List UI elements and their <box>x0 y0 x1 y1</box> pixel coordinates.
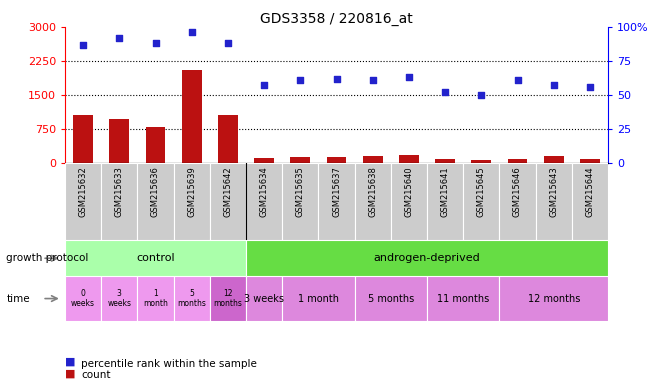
Bar <box>210 163 246 240</box>
Text: control: control <box>136 253 175 263</box>
Bar <box>246 276 282 321</box>
Text: 1 month: 1 month <box>298 293 339 304</box>
Text: GSM215640: GSM215640 <box>404 166 413 217</box>
Point <box>512 77 523 83</box>
Text: GSM215646: GSM215646 <box>513 166 522 217</box>
Bar <box>282 163 318 240</box>
Bar <box>463 163 499 240</box>
Bar <box>282 276 355 321</box>
Text: GSM215632: GSM215632 <box>79 166 88 217</box>
Point <box>259 83 269 89</box>
Text: ■: ■ <box>65 357 75 367</box>
Text: GSM215644: GSM215644 <box>586 166 594 217</box>
Text: growth protocol: growth protocol <box>6 253 89 263</box>
Text: 11 months: 11 months <box>437 293 489 304</box>
Bar <box>65 240 246 276</box>
Point <box>404 74 414 80</box>
Text: GSM215635: GSM215635 <box>296 166 305 217</box>
Bar <box>109 119 129 163</box>
Bar <box>218 116 238 163</box>
Bar <box>544 156 564 163</box>
Bar <box>254 158 274 163</box>
Text: GSM215643: GSM215643 <box>549 166 558 217</box>
Bar <box>326 157 346 163</box>
Bar <box>355 163 391 240</box>
Text: GSM215638: GSM215638 <box>368 166 377 217</box>
Text: 5
months: 5 months <box>177 289 206 308</box>
Bar <box>508 159 527 163</box>
Point <box>295 77 306 83</box>
Point <box>332 76 342 82</box>
Text: 12
months: 12 months <box>213 289 242 308</box>
Bar <box>246 163 282 240</box>
Point <box>585 84 595 90</box>
Bar <box>363 156 383 163</box>
Bar <box>137 276 174 321</box>
Title: GDS3358 / 220816_at: GDS3358 / 220816_at <box>260 12 413 26</box>
Bar <box>427 276 499 321</box>
Point <box>223 40 233 46</box>
Text: time: time <box>6 293 30 304</box>
Bar <box>137 163 174 240</box>
Bar <box>499 163 536 240</box>
Bar <box>182 70 202 163</box>
Bar <box>471 160 491 163</box>
Point <box>187 29 197 35</box>
Bar <box>427 163 463 240</box>
Text: 5 months: 5 months <box>368 293 414 304</box>
Point <box>476 92 486 98</box>
Point <box>440 89 450 95</box>
Bar <box>73 116 93 163</box>
Bar <box>399 155 419 163</box>
Text: 12 months: 12 months <box>528 293 580 304</box>
Point <box>150 40 161 46</box>
Bar <box>499 276 608 321</box>
Text: 1
month: 1 month <box>143 289 168 308</box>
Text: GSM215645: GSM215645 <box>477 166 486 217</box>
Bar <box>355 276 427 321</box>
Point <box>367 77 378 83</box>
Bar <box>318 163 355 240</box>
Text: 0
weeks: 0 weeks <box>71 289 95 308</box>
Bar <box>101 276 137 321</box>
Bar <box>435 159 455 163</box>
Point <box>114 35 125 41</box>
Point <box>78 41 88 48</box>
Text: ■: ■ <box>65 368 75 378</box>
Bar <box>174 163 210 240</box>
Point <box>549 83 559 89</box>
Bar <box>391 163 427 240</box>
Bar <box>146 127 166 163</box>
Bar <box>536 163 572 240</box>
Text: GSM215642: GSM215642 <box>224 166 233 217</box>
Bar <box>101 163 137 240</box>
Text: GSM215634: GSM215634 <box>259 166 268 217</box>
Text: GSM215639: GSM215639 <box>187 166 196 217</box>
Bar <box>291 157 310 163</box>
Bar <box>580 159 600 163</box>
Text: GSM215637: GSM215637 <box>332 166 341 217</box>
Bar <box>210 276 246 321</box>
Text: GSM215633: GSM215633 <box>115 166 124 217</box>
Text: GSM215636: GSM215636 <box>151 166 160 217</box>
Text: count: count <box>81 370 110 380</box>
Text: 3
weeks: 3 weeks <box>107 289 131 308</box>
Bar <box>246 240 608 276</box>
Text: GSM215641: GSM215641 <box>441 166 450 217</box>
Bar <box>65 163 101 240</box>
Bar <box>572 163 608 240</box>
Text: androgen-deprived: androgen-deprived <box>374 253 480 263</box>
Bar <box>174 276 210 321</box>
Bar <box>65 276 101 321</box>
Text: percentile rank within the sample: percentile rank within the sample <box>81 359 257 369</box>
Text: 3 weeks: 3 weeks <box>244 293 284 304</box>
